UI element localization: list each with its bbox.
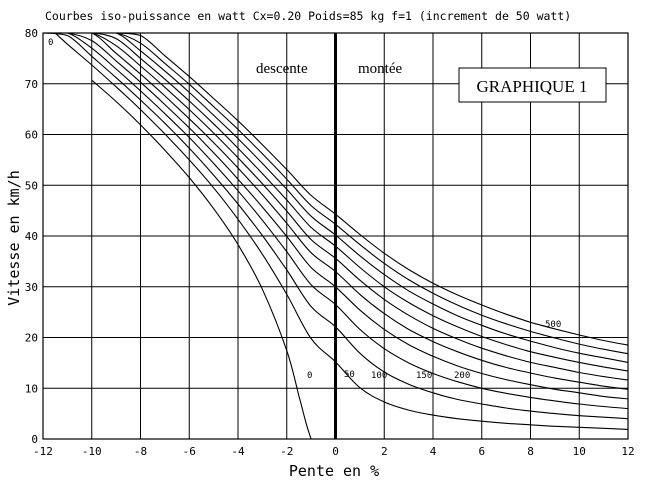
x-tick-label: 0 <box>332 445 339 458</box>
x-tick-label: -8 <box>134 445 147 458</box>
series-line-350 <box>43 32 629 372</box>
x-tick-label: 2 <box>381 445 388 458</box>
x-tick-label: -10 <box>82 445 102 458</box>
series-line-450 <box>43 32 629 355</box>
graphique-label: GRAPHIQUE 1 <box>477 77 588 96</box>
x-tick-label: -4 <box>231 445 245 458</box>
series-line-0 <box>91 79 312 440</box>
series-line-50 <box>54 32 629 430</box>
x-tick-label: -2 <box>280 445 293 458</box>
series-line-300 <box>43 32 629 381</box>
curve-label-100: 100 <box>371 371 387 381</box>
series-line-200 <box>43 32 629 400</box>
y-tick-label: 50 <box>25 179 38 192</box>
curves <box>42 32 629 440</box>
curve-label-500: 500 <box>545 320 561 330</box>
x-tick-label: -6 <box>183 445 196 458</box>
series-line-500 <box>43 32 629 346</box>
y-tick-label: 30 <box>25 281 38 294</box>
y-tick-label: 60 <box>25 129 38 142</box>
curve-label-200: 200 <box>454 371 470 381</box>
curve-top-label: 0 <box>48 38 53 48</box>
curve-label-0: 0 <box>307 371 312 381</box>
y-tick-label: 10 <box>25 382 38 395</box>
y-tick-label: 0 <box>31 433 38 446</box>
y-tick-label: 70 <box>25 78 38 91</box>
curve-label-50: 50 <box>344 370 355 380</box>
descente-label: descente <box>256 61 308 77</box>
series-line-400 <box>43 32 629 363</box>
x-tick-label: -12 <box>33 445 53 458</box>
x-tick-label: 12 <box>621 445 634 458</box>
y-axis-label: Vitesse en km/h <box>5 170 23 305</box>
y-tick-label: 40 <box>25 230 38 243</box>
graphique-box <box>458 67 607 103</box>
x-tick-label: 10 <box>573 445 586 458</box>
x-tick-label: 6 <box>478 445 485 458</box>
series-line-100 <box>42 32 629 420</box>
y-tick-label: 80 <box>25 27 38 40</box>
x-tick-label: 4 <box>430 445 437 458</box>
curve-label-150: 150 <box>416 371 432 381</box>
series-line-150 <box>43 32 629 410</box>
x-tick-label: 8 <box>527 445 534 458</box>
tick-labels: -12 -10 -8 -6 -4 -2 0 2 4 6 8 10 12 0 10 20 30 40 50 60 70 80 <box>25 27 635 458</box>
montee-label: montée <box>358 61 402 77</box>
x-axis-label: Pente en % <box>289 462 379 480</box>
series-line-250 <box>43 32 629 390</box>
chart-title: Courbes iso-puissance en watt Cx=0.20 Po… <box>45 9 571 23</box>
y-tick-label: 20 <box>25 332 38 345</box>
